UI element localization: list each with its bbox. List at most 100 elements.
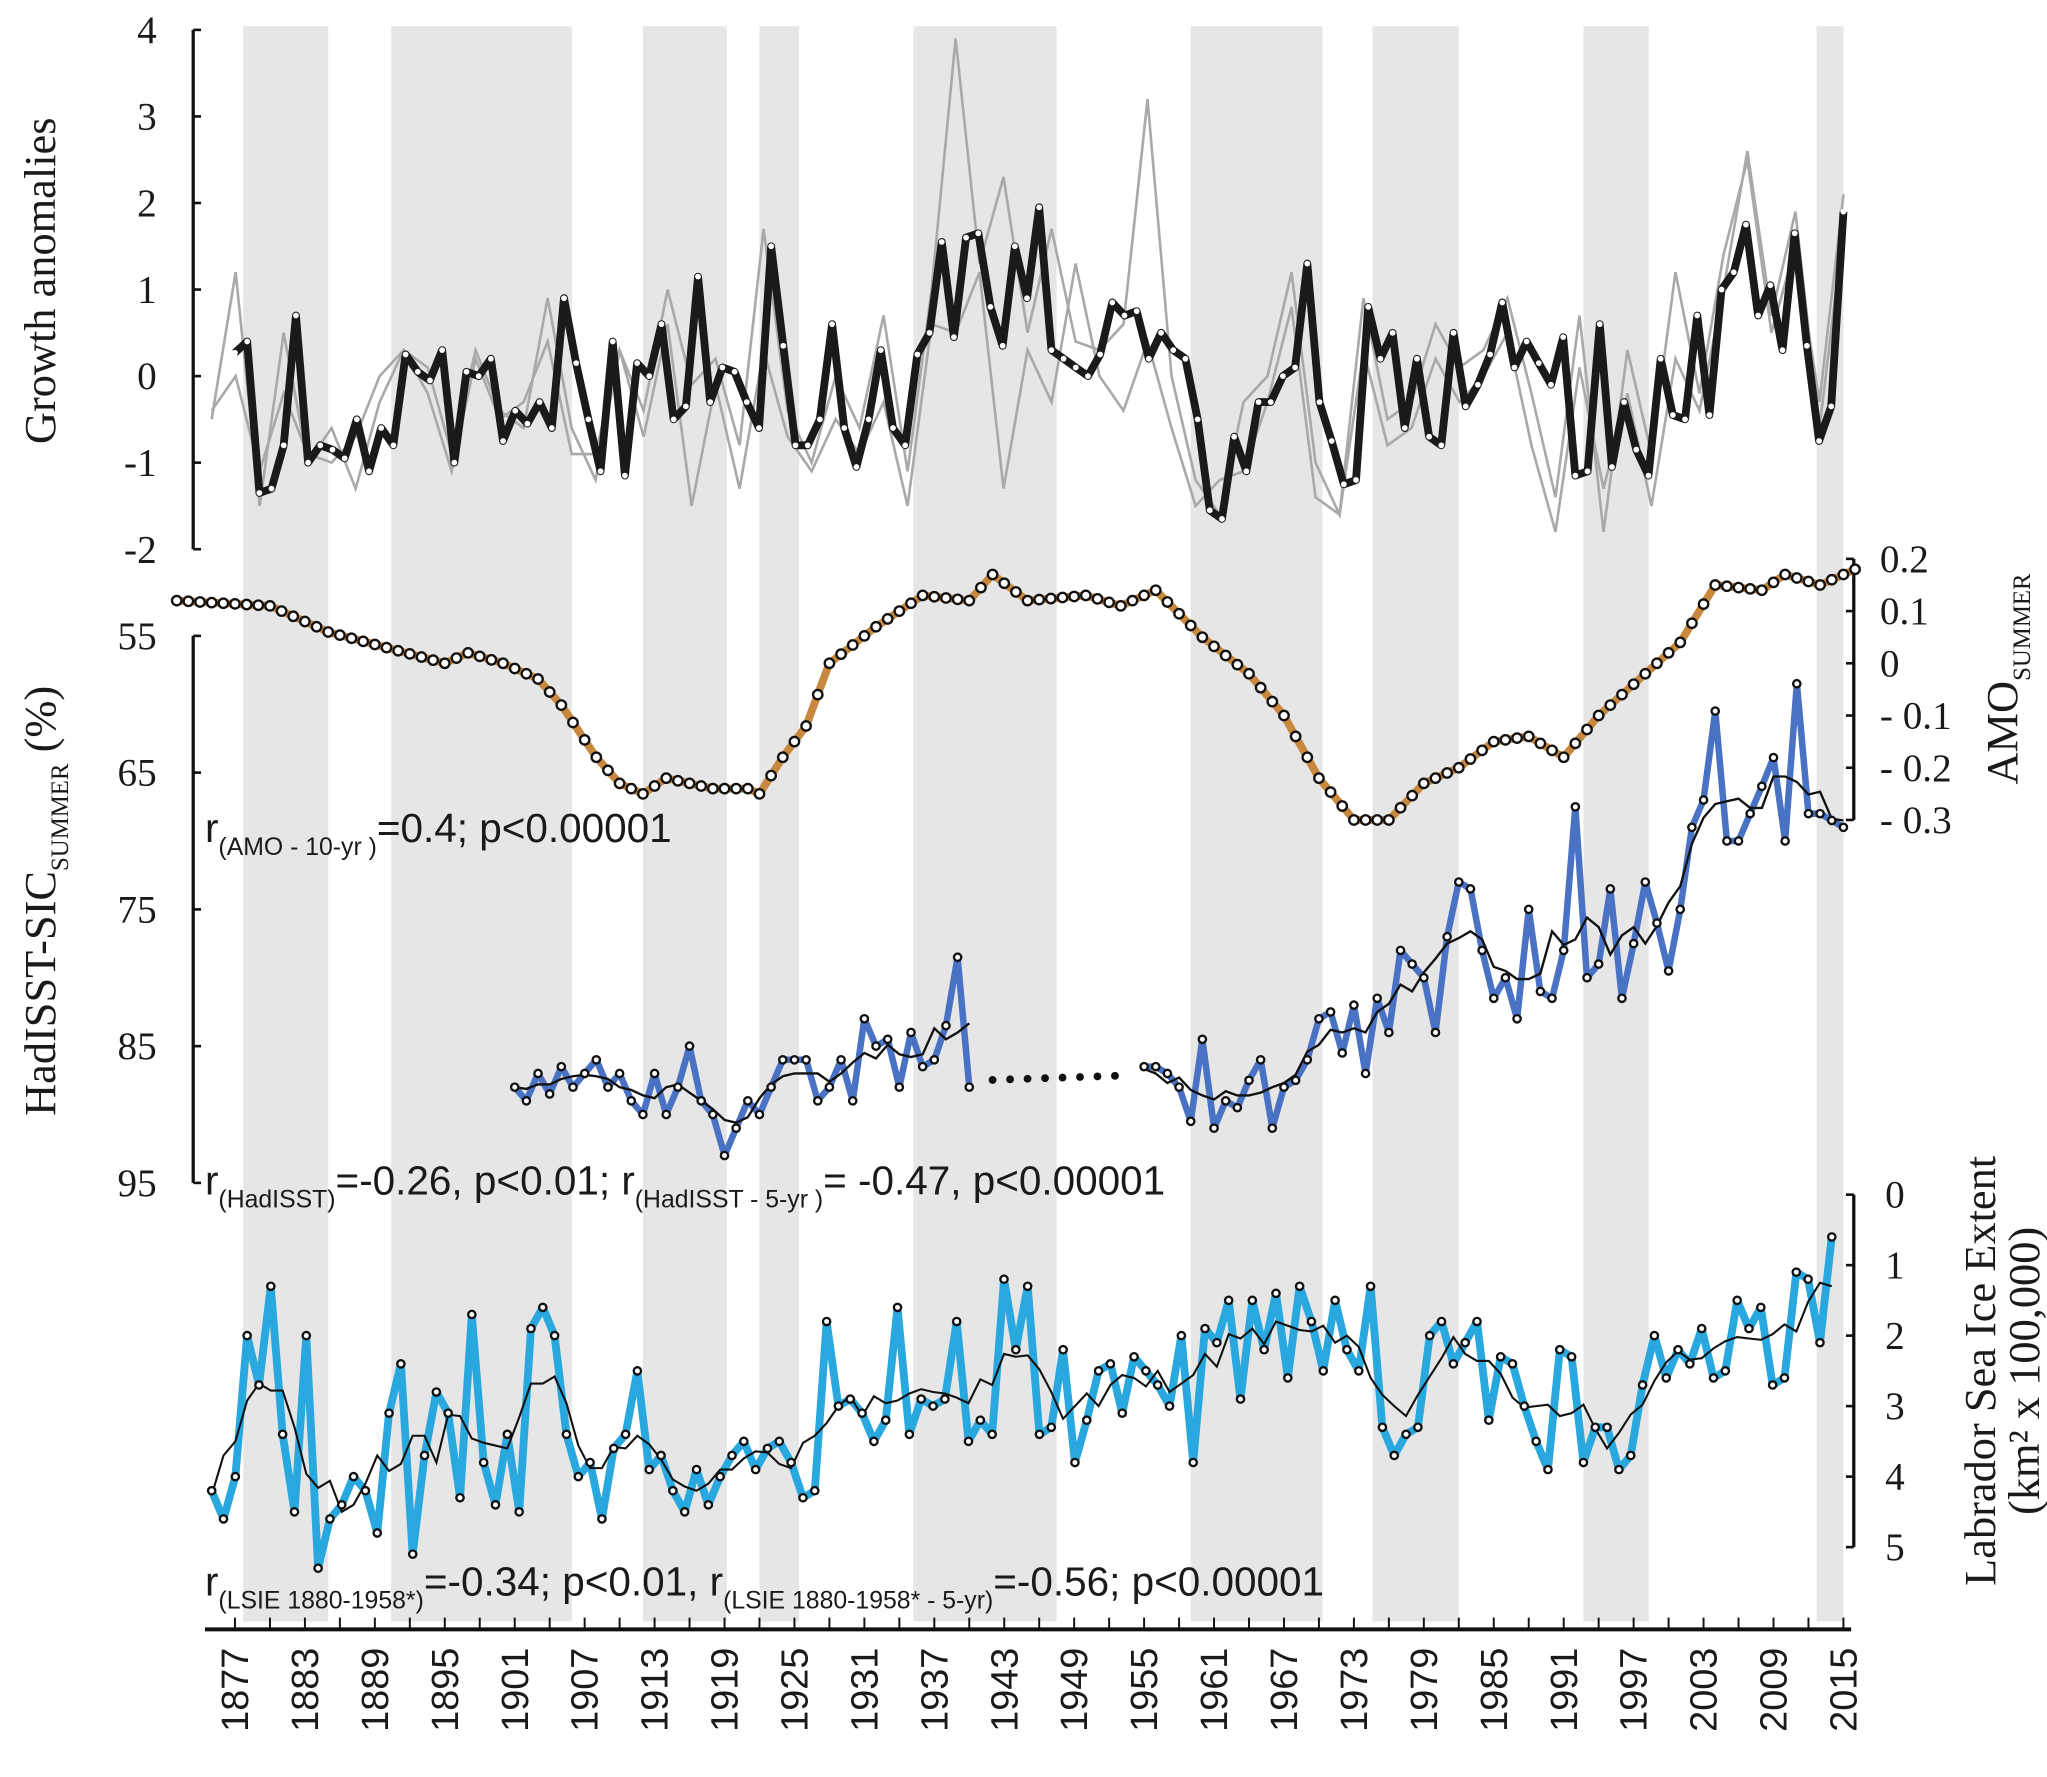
amo-point	[334, 629, 346, 641]
lsie-point	[289, 1507, 300, 1517]
growth-point	[1401, 425, 1408, 431]
lsie-point	[644, 1464, 655, 1475]
growth-point	[1633, 446, 1640, 453]
amo-point	[205, 596, 218, 609]
hadisst-point	[1197, 1034, 1208, 1045]
hadisst-point	[1407, 959, 1418, 969]
lsie-point	[869, 1436, 879, 1447]
amo-point	[858, 630, 871, 642]
lsie-point	[455, 1492, 465, 1503]
lsie-point	[1188, 1457, 1199, 1468]
hadisst-point	[766, 1082, 776, 1092]
hadisst-gap-dot	[1076, 1073, 1084, 1081]
amo-point	[776, 751, 789, 764]
amo-point	[1755, 584, 1768, 597]
ann-sub: (LSIE 1880-1958* - 5-yr)	[723, 1587, 993, 1614]
lsie-y-tick-label: 3	[1885, 1385, 1905, 1428]
hadisst-point	[789, 1054, 800, 1065]
amo-point	[1720, 580, 1733, 593]
amo-point	[800, 720, 812, 732]
amo-point	[1837, 568, 1850, 581]
growth-point	[414, 368, 421, 375]
amo-point	[392, 644, 405, 657]
amo-point	[1511, 732, 1523, 745]
lsie-point	[1070, 1457, 1080, 1468]
amo-point	[1394, 801, 1407, 814]
hadisst-point	[731, 1123, 741, 1134]
growth-point	[1694, 312, 1701, 319]
hadisst-point	[1395, 945, 1406, 956]
lsie-point	[1223, 1295, 1234, 1306]
amo-point	[450, 652, 463, 664]
x-tick-label: 1955	[1124, 1648, 1166, 1732]
lsie-point	[1353, 1366, 1364, 1376]
lsie-point	[1271, 1288, 1281, 1299]
growth-point	[1682, 416, 1688, 423]
hadisst-point	[1535, 986, 1546, 997]
hadisst-y-tick-label: 75	[118, 888, 157, 931]
amo-point	[1382, 814, 1395, 826]
amo-point	[473, 650, 486, 663]
hadisst-point	[1488, 993, 1499, 1004]
growth-point	[268, 485, 275, 492]
lsie-point	[1791, 1267, 1802, 1278]
lsie-point	[1389, 1450, 1400, 1461]
lsie-point	[1424, 1330, 1435, 1341]
hadisst-point	[591, 1054, 602, 1065]
amo-point	[613, 777, 626, 790]
lsie-point	[620, 1429, 631, 1440]
hadisst-point	[1232, 1102, 1243, 1113]
amo-point	[1208, 640, 1220, 653]
hadisst-point	[1838, 822, 1849, 833]
lsie-point	[265, 1281, 276, 1292]
growth-point	[366, 468, 372, 475]
lsie-point	[1058, 1344, 1068, 1355]
amo-point	[916, 589, 929, 602]
growth-point	[682, 403, 689, 410]
growth-point	[804, 442, 811, 449]
lsie-point	[1282, 1373, 1293, 1383]
amo-point	[811, 688, 824, 701]
hadisst-point	[1279, 1082, 1289, 1092]
lsie-point	[845, 1394, 856, 1404]
amo-point	[1686, 617, 1698, 630]
growth-point	[1730, 269, 1737, 276]
x-tick-label: 1895	[425, 1648, 467, 1732]
lsie-point	[1247, 1295, 1258, 1306]
amo-point	[1091, 593, 1104, 605]
growth-point	[451, 459, 458, 466]
lsie-point	[1649, 1330, 1660, 1341]
lsie-point	[1235, 1394, 1246, 1404]
growth-point	[1170, 347, 1177, 354]
lsie-point	[750, 1464, 761, 1475]
growth-point	[987, 303, 994, 310]
amo-point	[438, 657, 451, 670]
growth-point	[1194, 416, 1201, 423]
hadisst-point	[871, 1041, 881, 1051]
hadisst-point	[1628, 938, 1639, 949]
amo-point	[905, 597, 917, 610]
lsie-point	[1543, 1464, 1553, 1475]
growth-point	[1231, 433, 1238, 440]
lsie-annotation: r(LSIE 1880-1958*)=-0.34; p<0.01, r(LSIE…	[205, 1558, 1324, 1614]
hadisst-point	[906, 1027, 916, 1038]
growth-point	[341, 455, 348, 462]
lsie-point	[1673, 1344, 1683, 1355]
lsie-y-tick-label: 0	[1885, 1174, 1905, 1217]
amo-point	[1557, 751, 1570, 764]
growth-point	[963, 234, 969, 241]
amo-point	[1278, 709, 1290, 722]
x-tick-label: 1961	[1194, 1648, 1236, 1732]
amo-point	[1464, 753, 1477, 765]
hadisst-gap-dot	[1023, 1074, 1032, 1083]
amo-point	[1336, 800, 1349, 812]
x-tick-label: 1973	[1334, 1648, 1376, 1732]
growth-y-tick-label: 2	[137, 182, 157, 225]
growth-point	[1255, 399, 1262, 405]
amo-point	[1324, 786, 1337, 798]
growth-point	[1572, 472, 1579, 479]
hadisst-point	[614, 1068, 625, 1079]
growth-point	[1389, 329, 1396, 336]
growth-point	[1475, 381, 1481, 388]
growth-point	[768, 243, 775, 250]
